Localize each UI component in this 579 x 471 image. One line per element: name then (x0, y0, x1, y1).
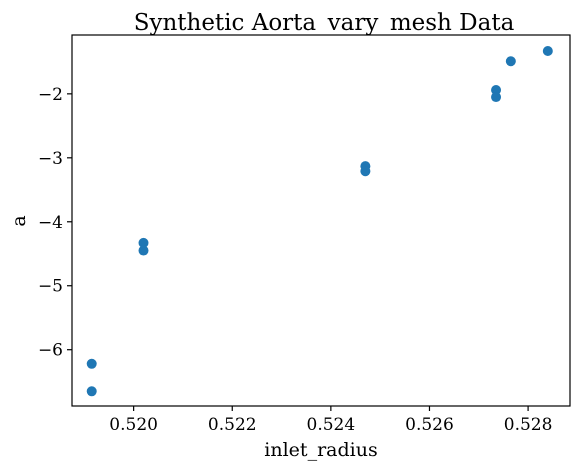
y-tick-label: −5 (38, 277, 63, 297)
data-point (491, 92, 502, 103)
y-tick-label: −3 (38, 149, 63, 169)
y-tick-label: −2 (38, 85, 63, 105)
chart-title: Synthetic Aorta_vary_mesh Data (134, 10, 515, 36)
x-tick-label: 0.528 (504, 415, 553, 435)
data-point (542, 45, 553, 56)
data-point (138, 237, 149, 248)
y-axis-label: a (8, 215, 30, 226)
data-point (86, 386, 97, 397)
data-point (491, 85, 502, 96)
x-tick-label: 0.522 (208, 415, 257, 435)
data-points (86, 45, 553, 397)
data-point (505, 56, 516, 67)
x-axis-label: inlet_radius (264, 439, 377, 461)
data-point (360, 166, 371, 177)
x-tick-label: 0.524 (307, 415, 356, 435)
data-point (138, 245, 149, 256)
data-point (86, 358, 97, 369)
y-tick-label: −4 (38, 213, 63, 233)
x-tick-label: 0.520 (109, 415, 158, 435)
x-tick-label: 0.526 (405, 415, 454, 435)
axis-ticks: 0.520 0.522 0.524 0.526 0.528 −2 −3 −4 −5 −6 (38, 85, 552, 435)
y-tick-label: −6 (38, 341, 63, 361)
plot-frame (71, 34, 571, 407)
